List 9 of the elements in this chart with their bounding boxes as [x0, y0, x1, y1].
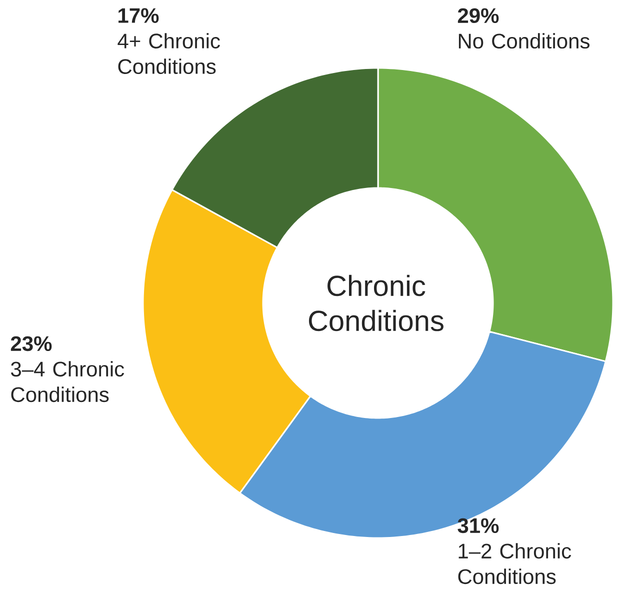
- data-label: 17%: [118, 8, 159, 23]
- slice-label: 1–2 Chronic Conditions: [458, 543, 572, 584]
- slice-label: 3–4 Chronic Conditions: [11, 361, 124, 402]
- slice-label: No Conditions: [458, 33, 590, 49]
- text: Chronic Conditions: [308, 274, 444, 332]
- data-label: 29%: [458, 8, 499, 24]
- data-label: 31%: [458, 518, 499, 534]
- slice-label: 4+ Chronic Conditions: [118, 33, 220, 74]
- data-label: 23%: [10, 336, 52, 352]
